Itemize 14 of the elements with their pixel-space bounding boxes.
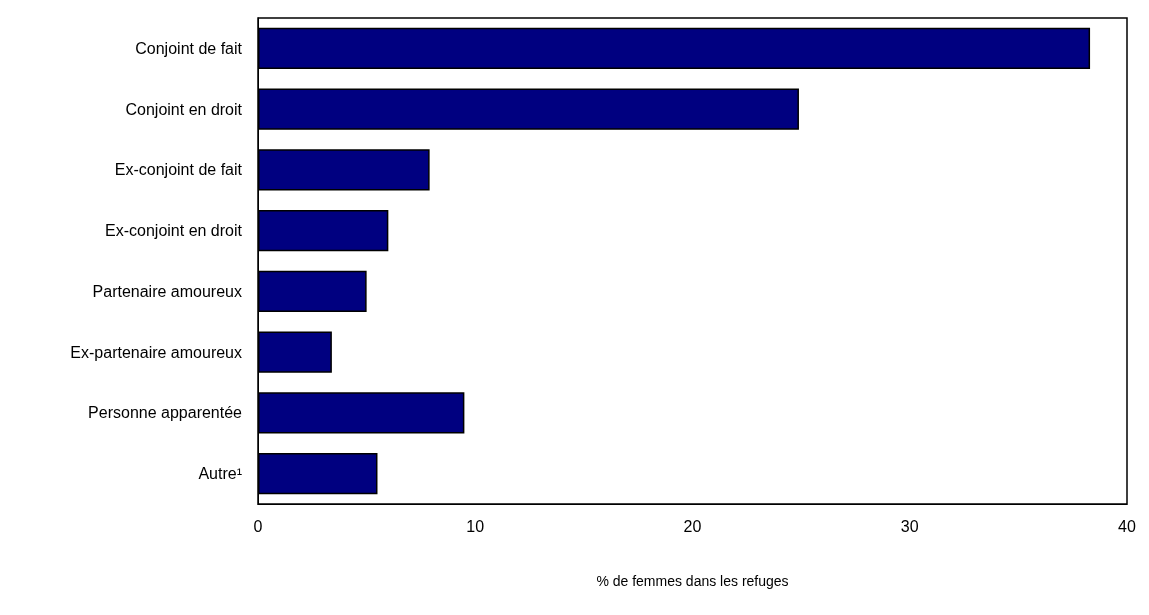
y-tick-label: Conjoint en droit — [125, 100, 243, 118]
y-tick-label: Partenaire amoureux — [92, 282, 242, 300]
y-tick-label: Ex-partenaire amoureux — [70, 343, 242, 361]
x-axis-title: % de femmes dans les refuges — [596, 573, 789, 589]
x-tick-label: 0 — [253, 517, 263, 535]
y-tick-label: Autre¹ — [198, 465, 242, 483]
y-tick-label: Personne apparentée — [88, 404, 243, 422]
y-tick-label: Conjoint de fait — [135, 39, 243, 57]
x-tick-label: 40 — [1118, 517, 1136, 535]
x-tick-label: 10 — [466, 517, 485, 535]
x-tick-label: 30 — [900, 517, 919, 535]
y-tick-label: Ex-conjoint de fait — [114, 161, 243, 179]
x-tick-label: 20 — [683, 517, 702, 535]
y-tick-label: Ex-conjoint en droit — [105, 222, 243, 240]
